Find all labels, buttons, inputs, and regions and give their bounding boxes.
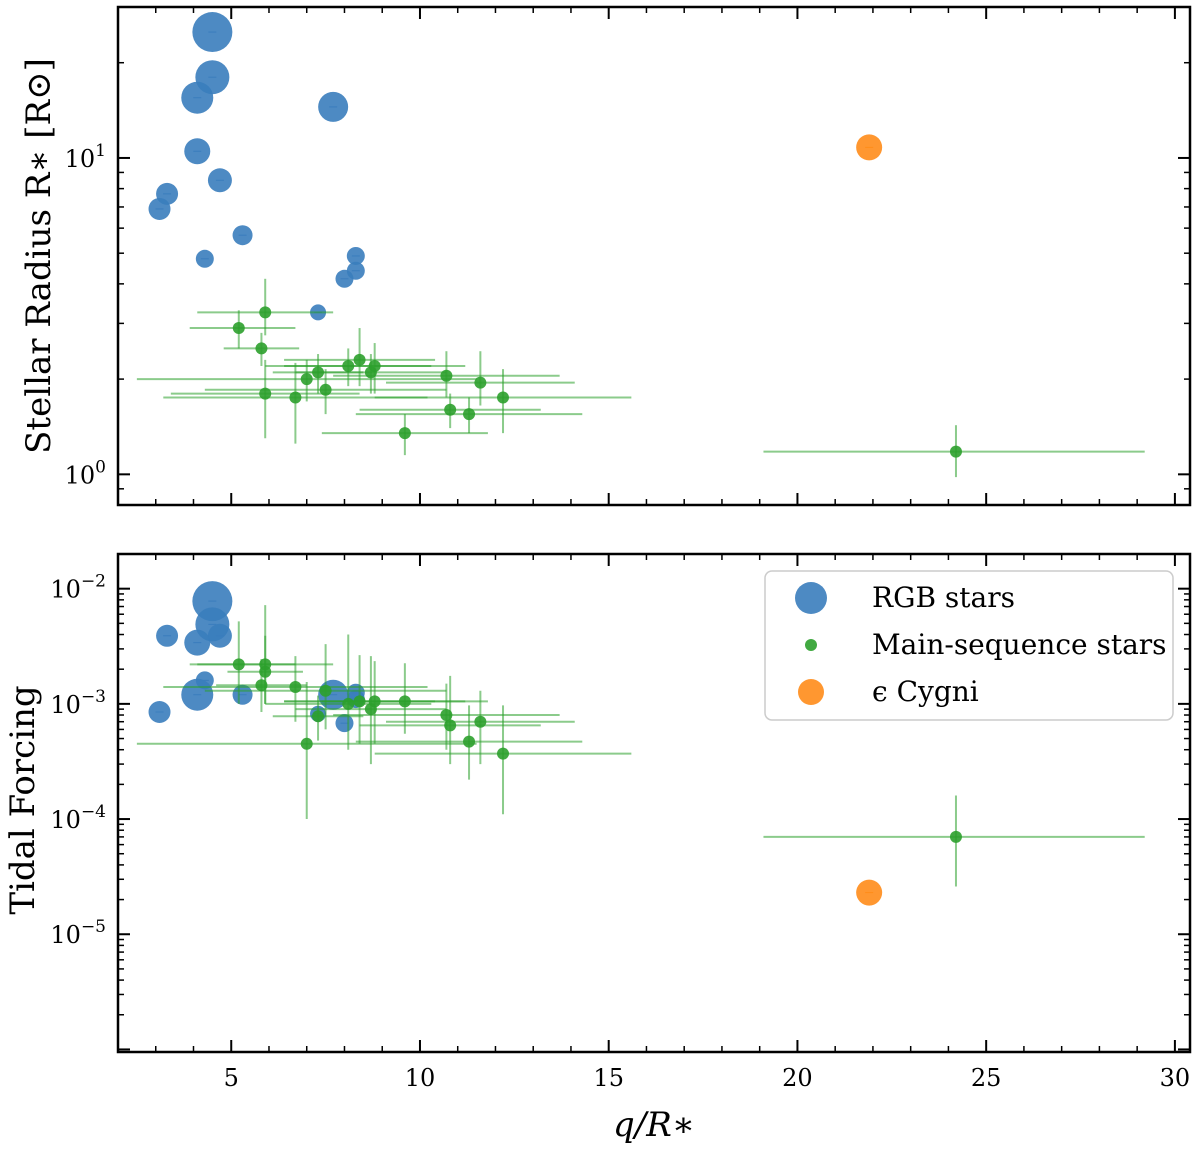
legend-marker-rgb (795, 582, 827, 614)
y-tick-label: 100 (65, 457, 106, 489)
main-sequence-point (398, 695, 411, 708)
main-sequence-point (444, 403, 457, 416)
legend-marker-eps (798, 679, 824, 705)
top-panel-y-axis-label: Stellar Radius R∗ [R⊙] (19, 58, 59, 454)
main-sequence-point (463, 408, 476, 421)
legend-label-rgb: RGB stars (872, 581, 1015, 614)
top-panel-frame (116, 5, 1192, 507)
x-tick-label: 25 (971, 1064, 1002, 1092)
x-tick-label: 30 (1160, 1064, 1191, 1092)
bottom-panel-y-axis-label: Tidal Forcing (3, 685, 43, 914)
bottom-panel-frame (116, 552, 1192, 1054)
main-sequence-point (949, 830, 962, 843)
y-tick-label: 10−4 (50, 802, 106, 834)
x-tick-label: 20 (782, 1064, 813, 1092)
main-sequence-point (342, 697, 355, 710)
top-y-label-text: Stellar Radius R∗ [R⊙] (19, 58, 59, 454)
bottom-panel-ticks: 5 10 15 20 25 30 10−5 10−4 10−3 10−2 (50, 553, 1191, 1092)
main-sequence-point (353, 353, 366, 366)
legend-marker-ms (805, 639, 817, 651)
top-panel-marks (136, 12, 1145, 478)
top-panel-ticks: 100 101 (65, 6, 1190, 506)
main-sequence-point (289, 391, 302, 404)
y-tick-label: 10−2 (50, 572, 106, 604)
legend-label-ms: Main-sequence stars (872, 628, 1167, 661)
top-panel-radius: 100 101 Stellar Radius R∗ [R⊙] (19, 5, 1192, 507)
main-sequence-point (368, 360, 381, 373)
main-sequence-point (398, 427, 411, 440)
main-sequence-point (440, 369, 453, 382)
main-sequence-point (474, 715, 487, 728)
x-axis-label: q/R∗ (613, 1105, 695, 1145)
main-sequence-point (312, 710, 325, 723)
x-tick-label: 5 (224, 1064, 239, 1092)
x-tick-label: 15 (593, 1064, 624, 1092)
legend-box (764, 570, 1174, 721)
main-sequence-point (319, 684, 332, 697)
main-sequence-point (497, 747, 510, 760)
bottom-panel-tidal: 5 10 15 20 25 30 10−5 10−4 10−3 10−2 Tidal Forcin… (3, 552, 1192, 1145)
main-sequence-point (497, 391, 510, 404)
y-tick-label: 10−3 (50, 687, 106, 719)
main-sequence-point (259, 306, 272, 319)
main-sequence-point (300, 373, 313, 386)
bottom-panel-marks (136, 581, 1145, 906)
main-sequence-point (255, 342, 268, 355)
main-sequence-point (463, 735, 476, 748)
legend: RGB stars Main-sequence stars ϵ Cygni (764, 570, 1174, 721)
main-sequence-point (255, 679, 268, 692)
x-tick-label: 10 (405, 1064, 436, 1092)
main-sequence-point (300, 737, 313, 750)
y-tick-label: 10−5 (50, 917, 106, 949)
y-tick-label: 101 (65, 141, 106, 173)
main-sequence-point (949, 445, 962, 458)
bottom-y-label-text: Tidal Forcing (3, 685, 43, 914)
main-sequence-point (474, 376, 487, 389)
main-sequence-point (232, 322, 245, 335)
legend-label-eps: ϵ Cygni (872, 675, 979, 708)
